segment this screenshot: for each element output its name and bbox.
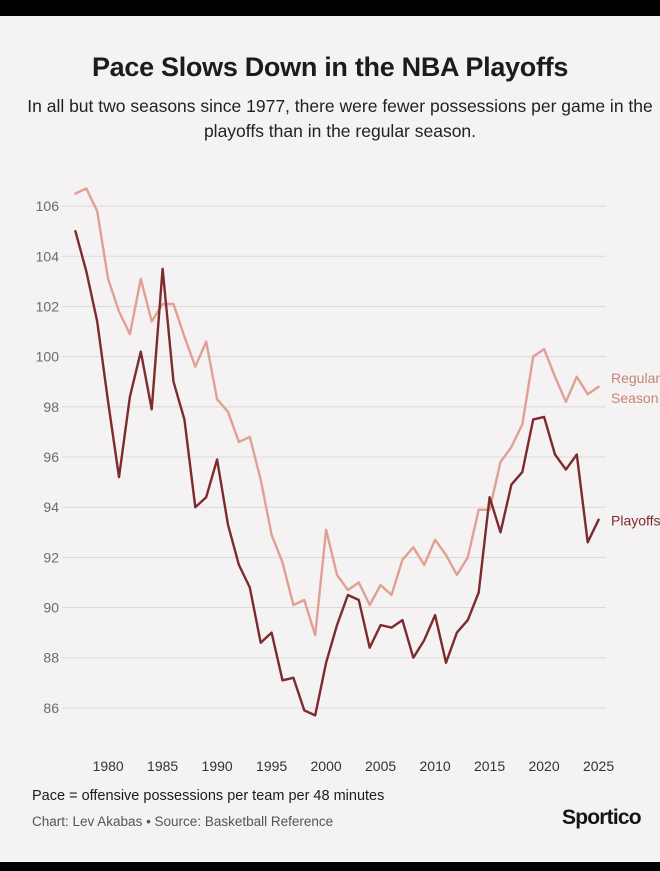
sportico-logo: Sportico [562,806,642,829]
chart-card: Pace Slows Down in the NBA Playoffs In a… [0,16,660,862]
series-label-regular: Regular [611,370,660,386]
series-line-playoffs [74,229,600,717]
x-tick-label: 2010 [420,758,451,774]
chart-credit: Chart: Lev Akabas • Source: Basketball R… [32,814,334,829]
y-tick-label: 102 [36,298,60,314]
x-tick-label: 1995 [256,758,287,774]
y-tick-label: 106 [36,198,60,214]
x-tick-label: 2020 [528,758,559,774]
x-tick-label: 1985 [147,758,178,774]
chart-title: Pace Slows Down in the NBA Playoffs [91,52,569,82]
y-tick-label: 88 [43,650,59,666]
y-tick-label: 96 [43,449,59,465]
series-lines [74,187,600,717]
chart-subtitle: In all but two seasons since 1977, there… [27,96,653,141]
x-tick-label: 2015 [474,758,505,774]
y-tick-label: 90 [43,600,59,616]
y-tick-label: 100 [36,349,60,365]
series-label-regular: Season [611,390,658,406]
y-tick-label: 94 [43,499,59,515]
y-tick-label: 86 [43,700,59,716]
y-tick-label: 104 [36,248,60,264]
x-tick-label: 2005 [365,758,396,774]
x-tick-label: 1980 [93,758,124,774]
series-labels: Regular Season Playoffs [611,370,660,529]
series-line-regular [74,187,600,637]
x-axis-ticks: 1980 1985 1990 1995 2000 2005 2010 2015 2020 2025 [93,758,615,774]
pace-definition-note: Pace = offensive possessions per team pe… [32,788,385,804]
x-tick-label: 1990 [202,758,233,774]
x-tick-label: 2000 [311,758,342,774]
x-tick-label: 2025 [583,758,614,774]
series-label-playoffs: Playoffs [611,513,660,529]
y-tick-label: 92 [43,549,59,565]
y-axis-ticks: 86 88 90 92 94 96 98 100 102 104 106 [36,198,60,716]
y-tick-label: 98 [43,399,59,415]
